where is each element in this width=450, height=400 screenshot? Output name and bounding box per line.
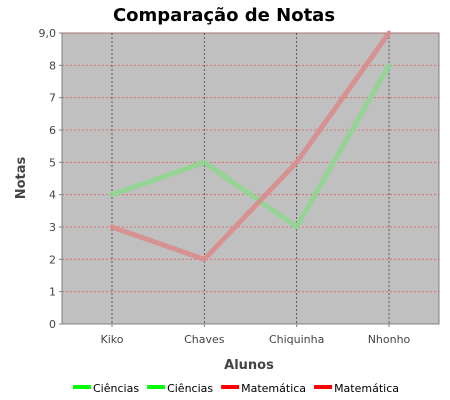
x-tick-label: Chiquinha (269, 333, 324, 346)
y-tick-label: 4 (49, 189, 56, 202)
plot-area (61, 32, 440, 325)
y-tick-label: 3 (49, 221, 56, 234)
x-tick-labels: Kiko Chaves Chiquinha Nhonho (101, 324, 411, 346)
y-tick-label: 1 (49, 286, 56, 299)
y-tick-label: 5 (49, 156, 56, 169)
legend-swatch (221, 385, 240, 389)
legend-label: Matemática (241, 382, 306, 395)
legend-label: Ciências (93, 382, 139, 395)
legend-swatch (314, 385, 333, 389)
y-tick-label: 7 (49, 92, 56, 105)
y-tick-label: 0 (49, 318, 56, 331)
y-tick-label: 8 (49, 59, 56, 72)
x-tick-label: Nhonho (368, 333, 411, 346)
y-axis-title: Notas (14, 156, 29, 199)
x-axis-title: Alunos (224, 358, 274, 373)
chart-title: Comparação de Notas (113, 5, 335, 26)
x-tick-label: Chaves (184, 333, 225, 346)
y-tick-label: 2 (49, 253, 56, 266)
y-tick-label: 9,0 (39, 27, 57, 40)
series-line-0 (109, 62, 392, 230)
legend: Ciências Ciências Matemática Matemática (73, 382, 399, 395)
x-tick-label: Kiko (101, 333, 124, 346)
legend-label: Matemática (334, 382, 399, 395)
series-line-1 (109, 30, 392, 262)
legend-swatch (147, 385, 166, 389)
y-tick-label: 6 (49, 124, 56, 137)
legend-label: Ciências (167, 382, 213, 395)
series-lines (109, 30, 392, 262)
legend-swatch (73, 385, 91, 389)
y-tick-labels: 0 1 2 3 4 5 6 7 8 9,0 (39, 27, 62, 331)
axes (61, 33, 439, 325)
